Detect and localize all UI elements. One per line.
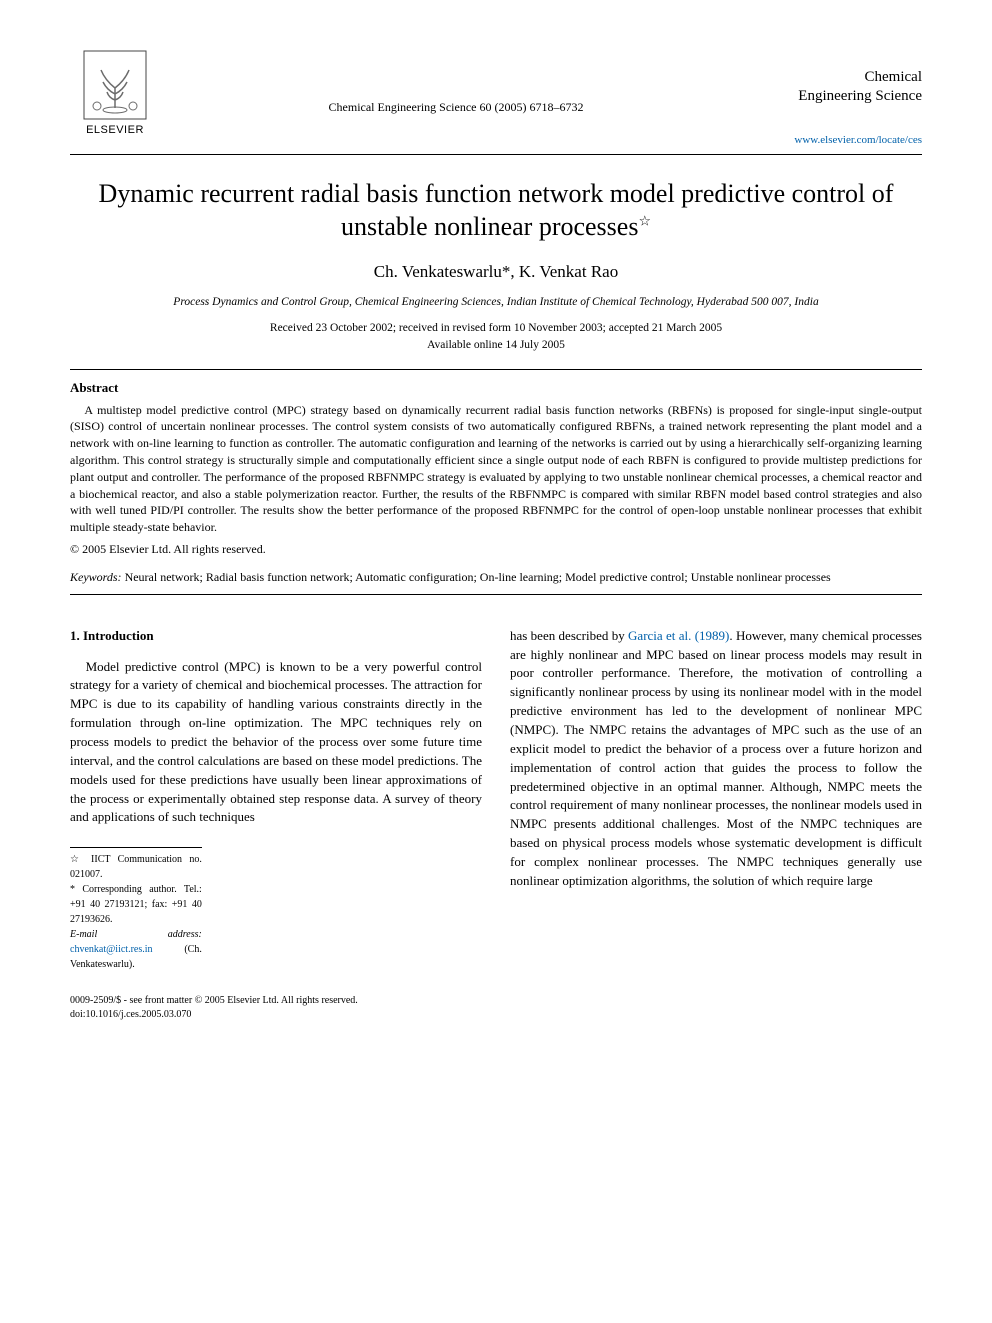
footer-meta: 0009-2509/$ - see front matter © 2005 El… [70,994,922,1022]
dates-line1: Received 23 October 2002; received in re… [270,322,722,334]
publisher-name: ELSEVIER [86,124,144,136]
citation-garcia[interactable]: Garcia et al. (1989) [628,628,729,643]
journal-url[interactable]: www.elsevier.com/locate/ces [752,134,922,146]
keywords-text: Neural network; Radial basis function ne… [125,570,831,584]
abstract-copyright: © 2005 Elsevier Ltd. All rights reserved… [70,542,922,557]
journal-name-line1: Chemical [865,69,922,85]
journal-name-line2: Engineering Science [798,88,922,104]
title-footnote-marker: ☆ [638,215,651,230]
publisher-block: ELSEVIER [70,50,160,136]
journal-name: Chemical Engineering Science [752,68,922,106]
keywords-label: Keywords: [70,570,122,584]
abstract-heading: Abstract [70,380,922,396]
journal-block: Chemical Engineering Science www.elsevie… [752,50,922,146]
footnote-1: ☆ IICT Communication no. 021007. [70,852,202,882]
footnotes: ☆ IICT Communication no. 021007. * Corre… [70,847,202,972]
intro-paragraph-left: Model predictive control (MPC) is known … [70,658,482,828]
col2-post: . However, many chemical processes are h… [510,628,922,888]
post-keywords-rule [70,594,922,595]
journal-reference: Chemical Engineering Science 60 (2005) 6… [160,50,752,115]
footnote-email[interactable]: chvenkat@iict.res.in [70,944,153,955]
footnote-3-label: E-mail address: [70,929,202,940]
footer-line1: 0009-2509/$ - see front matter © 2005 El… [70,994,922,1008]
authors: Ch. Venkateswarlu*, K. Venkat Rao [70,262,922,282]
intro-paragraph-right: has been described by Garcia et al. (198… [510,627,922,891]
dates-line2: Available online 14 July 2005 [427,339,565,351]
title-text: Dynamic recurrent radial basis function … [99,179,894,242]
body-columns: 1. Introduction Model predictive control… [70,627,922,972]
affiliation: Process Dynamics and Control Group, Chem… [70,296,922,308]
abstract-body: A multistep model predictive control (MP… [70,402,922,536]
section-heading-intro: 1. Introduction [70,627,482,646]
column-left: 1. Introduction Model predictive control… [70,627,482,972]
col2-pre: has been described by [510,628,628,643]
page-header: ELSEVIER Chemical Engineering Science 60… [70,50,922,146]
keywords: Keywords: Neural network; Radial basis f… [70,569,922,586]
footnote-2: * Corresponding author. Tel.: +91 40 271… [70,882,202,927]
header-rule [70,154,922,155]
footnote-3: E-mail address: chvenkat@iict.res.in (Ch… [70,927,202,972]
footer-doi: doi:10.1016/j.ces.2005.03.070 [70,1008,922,1022]
article-dates: Received 23 October 2002; received in re… [70,320,922,355]
article-title: Dynamic recurrent radial basis function … [70,177,922,245]
elsevier-logo [83,50,147,120]
pre-abstract-rule [70,369,922,370]
column-right: has been described by Garcia et al. (198… [510,627,922,972]
